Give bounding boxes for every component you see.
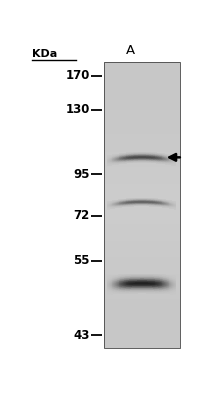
Text: 95: 95	[73, 168, 89, 181]
Text: A: A	[125, 44, 134, 57]
Text: 55: 55	[73, 254, 89, 267]
Text: 72: 72	[73, 209, 89, 222]
Text: 43: 43	[73, 328, 89, 342]
Text: 130: 130	[65, 103, 89, 116]
Bar	[104, 62, 179, 348]
Bar	[104, 62, 179, 348]
Text: KDa: KDa	[32, 49, 57, 59]
Text: 170: 170	[65, 69, 89, 82]
